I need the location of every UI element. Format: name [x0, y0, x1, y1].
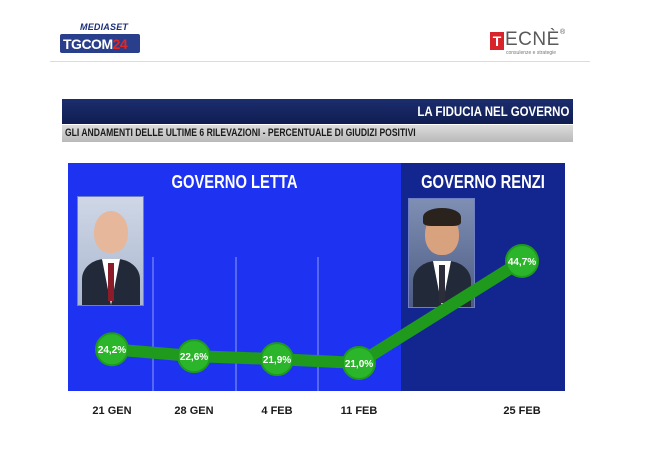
tecne-tagline: consulenze e strategie	[506, 50, 557, 56]
x-tick-label-5: 25 FEB	[503, 405, 540, 417]
photo-renzi-hair	[423, 208, 461, 226]
data-label-1: 24,2%	[98, 345, 126, 356]
tgcom-text: TGCOM	[63, 35, 113, 52]
tgcom24-logo: MEDIASET TGCOM 24	[60, 22, 142, 58]
tecne-logo: T ECNÈ ® consulenze e strategie	[490, 29, 570, 58]
photo-renzi-tie	[439, 265, 445, 303]
panel-label-renzi: GOVERNO RENZI	[421, 172, 545, 192]
data-label-5: 44,7%	[508, 257, 536, 268]
data-point-1	[95, 332, 129, 367]
chart-title-bar: LA FIDUCIA NEL GOVERNO	[62, 99, 573, 124]
data-label-4: 21,0%	[345, 359, 373, 370]
chart-title: LA FIDUCIA NEL GOVERNO	[416, 103, 569, 119]
tecne-initial: T	[490, 32, 504, 50]
tecne-registered-mark: ®	[560, 29, 566, 36]
series-line-fiducia	[106, 255, 528, 369]
x-tick-label-3: 4 FEB	[261, 405, 292, 417]
tecne-name: ECNÈ	[505, 29, 560, 50]
photo-letta	[77, 196, 144, 306]
data-point-5	[505, 244, 539, 278]
photo-letta-head	[94, 211, 128, 253]
photo-letta-tie	[108, 263, 114, 301]
x-tick-label-2: 28 GEN	[174, 405, 213, 417]
data-point-2	[177, 339, 211, 374]
data-label-3: 21,9%	[263, 355, 291, 366]
data-point-4	[342, 346, 376, 380]
tgcom-badge: TGCOM 24	[60, 34, 140, 53]
data-label-2: 22,6%	[180, 352, 208, 363]
panel-label-letta: GOVERNO LETTA	[171, 172, 298, 192]
chart-subtitle-bar: GLI ANDAMENTI DELLE ULTIME 6 RILEVAZIONI…	[62, 125, 573, 142]
mediaset-label: MEDIASET	[80, 22, 129, 32]
x-tick-label-4: 11 FEB	[341, 405, 378, 417]
header-divider	[50, 61, 590, 62]
tgcom-24-text: 24	[112, 35, 128, 52]
x-tick-label-1: 21 GEN	[92, 405, 131, 417]
chart-subtitle: GLI ANDAMENTI DELLE ULTIME 6 RILEVAZIONI…	[65, 127, 416, 139]
data-point-3	[260, 342, 294, 377]
